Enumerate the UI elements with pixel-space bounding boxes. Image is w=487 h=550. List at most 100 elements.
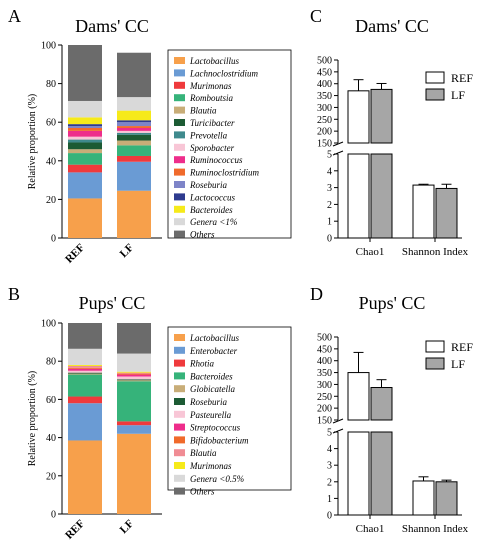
bar-segment xyxy=(68,153,102,165)
bar-lower-segment xyxy=(370,431,393,516)
y-tick-label: 3 xyxy=(327,461,332,472)
y-tick-label: 20 xyxy=(46,471,56,482)
y-tick-label: 400 xyxy=(317,356,332,367)
bar-segment xyxy=(68,139,102,143)
legend-swatch xyxy=(174,359,185,367)
y-tick-label: 0 xyxy=(327,234,332,245)
legend-label: LF xyxy=(451,88,465,102)
legend-swatch xyxy=(174,230,185,238)
bar xyxy=(435,481,458,516)
legend-swatch xyxy=(174,81,185,89)
y-tick-label: 60 xyxy=(46,118,56,129)
bar-segment xyxy=(68,372,102,374)
bar-segment xyxy=(68,396,102,404)
bar-segment xyxy=(68,127,102,131)
bar-segment xyxy=(68,440,102,514)
bar-segment xyxy=(117,376,151,380)
bar-segment xyxy=(117,140,151,146)
bar-segment xyxy=(68,124,102,127)
legend-swatch xyxy=(174,119,185,126)
legend-label: Lactobacillus xyxy=(189,56,239,66)
x-tick-label: LF xyxy=(118,241,137,260)
bar-segment xyxy=(68,374,102,397)
bar-segment xyxy=(117,145,151,156)
y-tick-label: 450 xyxy=(317,67,332,78)
bar-segment xyxy=(117,52,151,98)
bar xyxy=(347,372,370,421)
legend-label: Lactococcus xyxy=(189,192,235,202)
legend-swatch xyxy=(174,372,185,380)
bar-segment xyxy=(68,126,102,128)
panel-letter: B xyxy=(8,284,20,304)
bar-segment xyxy=(117,373,151,375)
legend-label: Blautia xyxy=(190,448,217,458)
legend-swatch xyxy=(174,385,185,393)
bar-segment xyxy=(117,127,151,131)
bar-segment xyxy=(117,380,151,382)
legend-label: Roseburia xyxy=(189,397,227,407)
legend-swatch xyxy=(174,449,185,457)
y-tick-label: 5 xyxy=(327,428,332,439)
y-tick-label: 150 xyxy=(317,416,332,427)
chart-title: Pups' CC xyxy=(79,293,146,313)
legend-swatch xyxy=(174,334,185,341)
legend-label: Blautia xyxy=(190,106,217,116)
bar-lower-segment xyxy=(370,153,393,239)
bar-segment xyxy=(68,348,102,366)
chart-title: Pups' CC xyxy=(359,293,426,313)
legend-label: Streptococcus xyxy=(190,423,241,433)
bar-segment xyxy=(117,353,151,372)
y-tick-label: 200 xyxy=(317,404,332,415)
y-tick-label: 4 xyxy=(327,444,332,455)
legend-swatch xyxy=(174,94,185,102)
legend-label: Enterobacter xyxy=(189,346,238,356)
legend-swatch xyxy=(174,69,185,77)
bar-segment xyxy=(68,100,102,118)
bar-segment xyxy=(117,190,151,238)
legend-swatch xyxy=(174,487,185,495)
y-tick-label: 350 xyxy=(317,368,332,379)
y-tick-label: 60 xyxy=(46,395,56,406)
x-tick-label: Shannon Index xyxy=(402,246,469,258)
legend-label: Globicatella xyxy=(190,384,235,394)
bar-segment xyxy=(117,97,151,111)
legend-label: Rhotia xyxy=(189,359,214,369)
bar-segment xyxy=(117,132,151,135)
bar-segment xyxy=(117,374,151,377)
chart-title: Dams' CC xyxy=(75,16,149,36)
bar xyxy=(435,187,458,239)
bar-lower-segment xyxy=(347,153,370,239)
bar xyxy=(370,88,393,144)
x-tick-label: REF xyxy=(63,241,87,265)
bar-segment xyxy=(68,365,102,368)
bar-segment xyxy=(117,381,151,422)
legend-swatch xyxy=(174,398,185,405)
legend-swatch xyxy=(425,71,445,84)
y-tick-label: 100 xyxy=(41,319,56,330)
legend-swatch xyxy=(174,474,185,482)
legend-swatch xyxy=(174,156,185,164)
legend-box xyxy=(167,49,292,239)
y-tick-label: 500 xyxy=(317,56,332,67)
legend-label: Lachnoclostridium xyxy=(189,68,259,78)
y-tick-label: 250 xyxy=(317,392,332,403)
bar-segment xyxy=(68,403,102,441)
legend-label: Romboutsia xyxy=(189,93,234,103)
bar xyxy=(412,184,435,239)
bar-segment xyxy=(117,421,151,426)
y-tick-label: 450 xyxy=(317,344,332,355)
x-tick-label: LF xyxy=(118,517,137,536)
legend-label: Roseburia xyxy=(189,180,227,190)
legend: REF LF xyxy=(425,71,473,102)
legend-swatch xyxy=(425,340,445,353)
panel-letter: A xyxy=(8,6,21,26)
bar-segment xyxy=(68,117,102,125)
y-tick-label: 80 xyxy=(46,79,56,90)
bar-segment xyxy=(117,425,151,434)
panel-a: A Dams' CC 0 20 40 60 80 100 Relative proportion… xyxy=(8,6,292,266)
legend-label: Bacteroides xyxy=(190,371,233,381)
legend-label: Bifidobacterium xyxy=(190,435,249,445)
legend-label: LF xyxy=(451,357,465,371)
legend-label: Pasteurella xyxy=(189,410,232,420)
